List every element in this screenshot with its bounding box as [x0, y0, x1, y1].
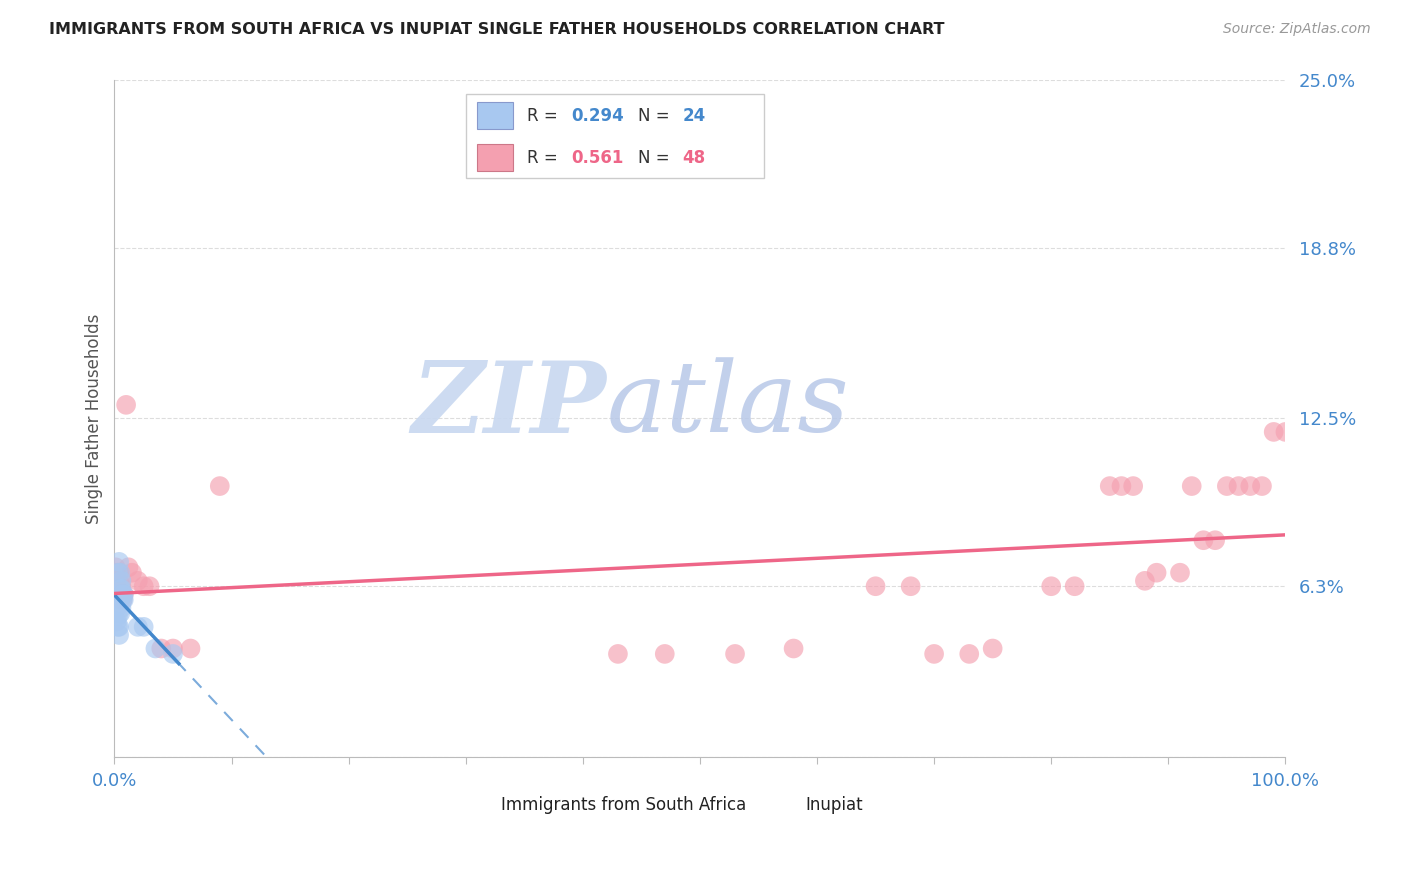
Point — [108, 620, 131, 634]
Point — [110, 582, 132, 596]
Point — [105, 574, 128, 588]
Point — [1263, 425, 1285, 439]
Point — [132, 620, 155, 634]
Point — [654, 647, 676, 661]
Y-axis label: Single Father Households: Single Father Households — [86, 313, 103, 524]
Point — [1040, 579, 1063, 593]
Point — [922, 647, 945, 661]
Text: ZIP: ZIP — [411, 357, 606, 453]
Text: Source: ZipAtlas.com: Source: ZipAtlas.com — [1223, 22, 1371, 37]
Point — [110, 587, 132, 601]
Point — [1133, 574, 1156, 588]
FancyBboxPatch shape — [478, 145, 513, 171]
Point — [724, 647, 747, 661]
Point — [110, 607, 132, 621]
Text: Inupiat: Inupiat — [806, 796, 863, 814]
Point — [111, 587, 134, 601]
Point — [132, 579, 155, 593]
Point — [180, 641, 202, 656]
Point — [105, 566, 128, 580]
Point — [105, 615, 128, 629]
Point — [107, 609, 129, 624]
Point — [108, 555, 131, 569]
Point — [110, 579, 132, 593]
Text: atlas: atlas — [606, 357, 849, 452]
Point — [1216, 479, 1239, 493]
Point — [121, 566, 143, 580]
Point — [1181, 479, 1204, 493]
Text: N =: N = — [638, 106, 675, 125]
Point — [104, 560, 127, 574]
Point — [108, 628, 131, 642]
FancyBboxPatch shape — [478, 102, 513, 129]
Point — [1122, 479, 1144, 493]
Text: Immigrants from South Africa: Immigrants from South Africa — [501, 796, 747, 814]
Point — [1063, 579, 1085, 593]
Text: 48: 48 — [682, 149, 706, 167]
Point — [127, 574, 149, 588]
Point — [162, 641, 184, 656]
Point — [150, 641, 173, 656]
Point — [1098, 479, 1121, 493]
Point — [112, 592, 135, 607]
Point — [208, 479, 231, 493]
Point — [981, 641, 1004, 656]
Point — [111, 592, 134, 607]
Point — [107, 587, 129, 601]
Text: 24: 24 — [682, 106, 706, 125]
Point — [105, 600, 128, 615]
Point — [108, 592, 131, 607]
Point — [782, 641, 804, 656]
Text: R =: R = — [527, 149, 562, 167]
Point — [110, 582, 132, 596]
Point — [138, 579, 160, 593]
Point — [1168, 566, 1191, 580]
Point — [107, 587, 129, 601]
Text: 0.561: 0.561 — [571, 149, 623, 167]
FancyBboxPatch shape — [460, 795, 492, 815]
Point — [127, 620, 149, 634]
FancyBboxPatch shape — [765, 795, 797, 815]
Point — [110, 592, 132, 607]
Point — [145, 641, 167, 656]
Text: IMMIGRANTS FROM SOUTH AFRICA VS INUPIAT SINGLE FATHER HOUSEHOLDS CORRELATION CHA: IMMIGRANTS FROM SOUTH AFRICA VS INUPIAT … — [49, 22, 945, 37]
Point — [162, 647, 184, 661]
Point — [1251, 479, 1274, 493]
Point — [107, 620, 129, 634]
Point — [1192, 533, 1215, 548]
Point — [957, 647, 980, 661]
Point — [1239, 479, 1261, 493]
Text: N =: N = — [638, 149, 675, 167]
Point — [1204, 533, 1226, 548]
Point — [865, 579, 887, 593]
Point — [1146, 566, 1168, 580]
Text: 0.294: 0.294 — [571, 106, 624, 125]
FancyBboxPatch shape — [465, 94, 765, 178]
Point — [108, 574, 131, 588]
Point — [110, 566, 132, 580]
Point — [107, 579, 129, 593]
Point — [115, 398, 138, 412]
Text: R =: R = — [527, 106, 562, 125]
Point — [111, 592, 134, 607]
Point — [1111, 479, 1133, 493]
Point — [1227, 479, 1250, 493]
Point — [107, 566, 129, 580]
Point — [117, 560, 139, 574]
Point — [900, 579, 922, 593]
Point — [1274, 425, 1296, 439]
Point — [110, 600, 132, 615]
Point — [607, 647, 630, 661]
Point — [112, 587, 135, 601]
Point — [110, 574, 132, 588]
Point — [108, 566, 131, 580]
Point — [112, 587, 135, 601]
